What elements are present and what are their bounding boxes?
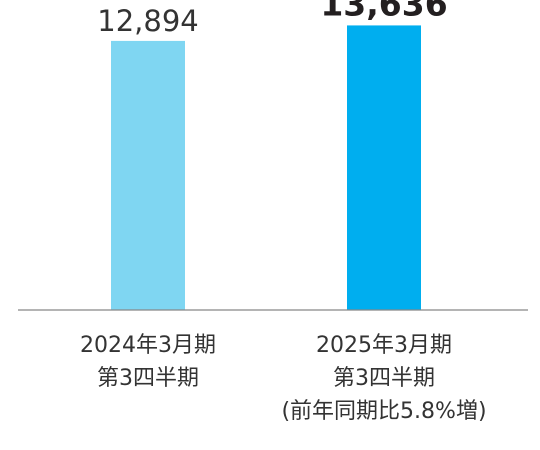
- bar-0: [111, 40, 185, 310]
- value-label-1: 13,636: [320, 0, 447, 23]
- bar-1: [347, 25, 421, 311]
- category-label-0-line-1: 第3四半期: [97, 366, 199, 391]
- bars-group: [111, 25, 421, 311]
- category-label-0-line-0: 2024年3月期: [80, 333, 216, 358]
- category-label-1-line-2: (前年同期比5.8%増): [281, 399, 486, 424]
- value-label-0: 12,894: [97, 4, 198, 38]
- value-labels-group: 12,894 13,636: [97, 0, 447, 38]
- category-label-1-line-1: 第3四半期: [333, 366, 435, 391]
- category-label-1-line-0: 2025年3月期: [316, 333, 452, 358]
